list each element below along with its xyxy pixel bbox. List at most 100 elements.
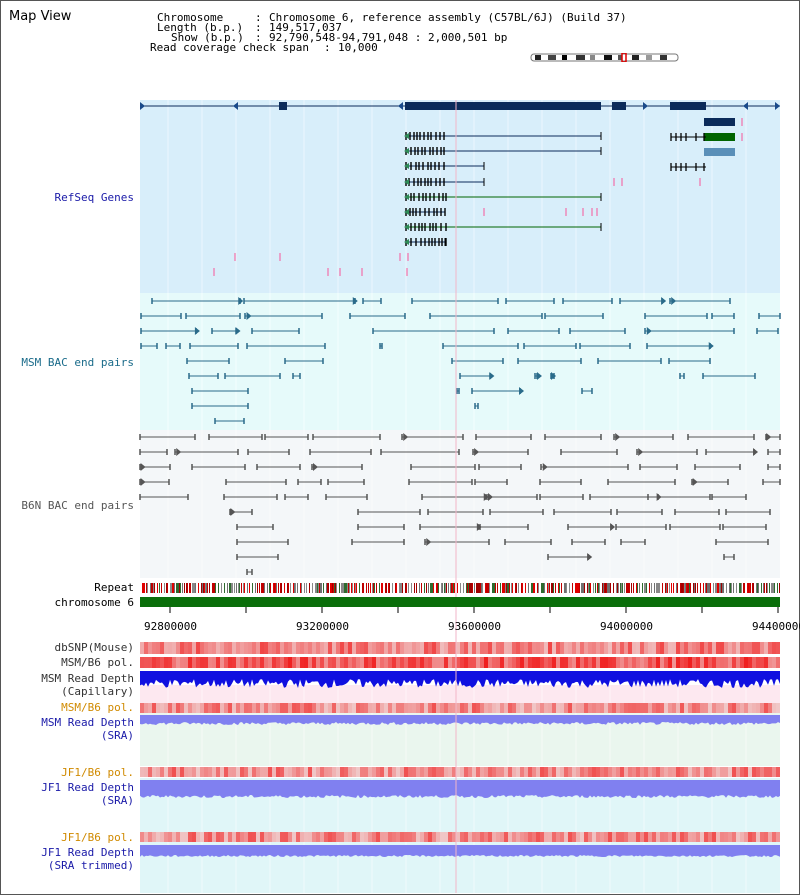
jf1-depth-sra-label: JF1 Read Depth: [41, 781, 134, 794]
repeat-element: [769, 583, 770, 593]
msm-b6-pol-2-cell: [768, 703, 772, 713]
repeat-element: [469, 583, 472, 593]
msm-b6-pol-cell: [336, 657, 340, 668]
jf1-b6-pol-cell: [764, 767, 768, 777]
msm-b6-pol-cell: [252, 657, 256, 668]
jf1-b6-pol-cell: [636, 767, 640, 777]
repeat-element: [319, 583, 320, 593]
repeat-element: [752, 583, 753, 593]
repeat-element: [395, 583, 396, 593]
repeat-element: [593, 583, 594, 593]
jf1-b6-pol-2-cell: [432, 832, 436, 842]
jf1-b6-pol-2-cell: [156, 832, 160, 842]
repeat-element: [198, 583, 199, 593]
msm-b6-pol-cell: [152, 657, 156, 668]
dbsnp-cell: [412, 642, 416, 654]
jf1-b6-pol-cell: [380, 767, 384, 777]
dbsnp-cell: [220, 642, 224, 654]
msm-b6-pol-cell: [624, 657, 628, 668]
repeat-element: [507, 583, 510, 593]
dbsnp-cell: [672, 642, 676, 654]
dbsnp-cell: [716, 642, 720, 654]
msm-depth-sra-label: MSM Read Depth: [41, 716, 134, 729]
repeat-element: [767, 583, 768, 593]
jf1-b6-pol-2-cell: [408, 832, 412, 842]
jf1-b6-pol-cell: [704, 767, 708, 777]
msm-b6-pol-cell: [380, 657, 384, 668]
repeat-element: [626, 583, 627, 593]
repeat-element: [676, 583, 677, 593]
repeat-element: [241, 583, 242, 593]
msm-b6-pol-2-cell: [676, 703, 680, 713]
dbsnp-cell: [724, 642, 728, 654]
repeat-element: [328, 583, 329, 593]
msm-b6-pol-cell: [548, 657, 552, 668]
msm-b6-pol-cell: [264, 657, 268, 668]
msm-b6-pol-2-cell: [524, 703, 528, 713]
repeat-element: [659, 583, 660, 593]
repeat-element: [667, 583, 668, 593]
dbsnp-cell: [608, 642, 612, 654]
transcript-arrow: [404, 239, 409, 245]
repeat-element: [379, 583, 380, 593]
jf1-b6-pol-cell: [488, 767, 492, 777]
jf1-b6-pol-cell: [408, 767, 412, 777]
jf1-b6-pol-2-cell: [388, 832, 392, 842]
repeat-element: [654, 583, 655, 593]
jf1-b6-pol-2-cell: [596, 832, 600, 842]
msm-b6-pol-cell: [516, 657, 520, 668]
repeat-element: [333, 583, 334, 593]
msm-b6-pol-cell: [736, 657, 740, 668]
repeat-element: [411, 583, 412, 593]
chromosome-ideogram[interactable]: [530, 53, 680, 62]
msm-b6-pol-cell: [480, 657, 484, 668]
msm-b6-pol-cell: [524, 657, 528, 668]
show-value: 92,790,548-94,791,048 : 2,000,501 bp: [269, 31, 508, 44]
msm-b6-pol-cell: [416, 657, 420, 668]
repeat-element: [213, 583, 214, 593]
repeat-element: [451, 583, 452, 593]
repeat-element: [351, 583, 352, 593]
repeat-element: [239, 583, 240, 593]
jf1-b6-pol-cell: [440, 767, 444, 777]
dbsnp-cell: [388, 642, 392, 654]
repeat-element: [719, 583, 720, 593]
repeat-element: [637, 583, 638, 593]
jf1-b6-pol-2-cell: [200, 832, 204, 842]
msm-b6-pol-cell: [748, 657, 752, 668]
msm-b6-pol-cell: [420, 657, 424, 668]
repeat-element: [396, 583, 397, 593]
dbsnp-cell: [416, 642, 420, 654]
jf1-b6-pol-cell: [288, 767, 292, 777]
msm-b6-pol-2-cell: [280, 703, 284, 713]
msm-b6-pol-cell: [456, 657, 460, 668]
jf1-b6-pol-cell: [244, 767, 248, 777]
msm-b6-pol-2-cell: [208, 703, 212, 713]
repeat-element: [602, 583, 603, 593]
jf1-b6-pol-2-cell: [376, 832, 380, 842]
jf1-b6-pol-cell: [484, 767, 488, 777]
dbsnp-cell: [764, 642, 768, 654]
jf1-b6-pol-2-cell: [680, 832, 684, 842]
dbsnp-cell: [644, 642, 648, 654]
jf1-b6-pol-2-cell: [604, 832, 608, 842]
msm-b6-pol-2-cell: [664, 703, 668, 713]
msm-b6-pol-cell: [208, 657, 212, 668]
msm-b6-pol-cell: [444, 657, 448, 668]
b6n-bac-arrow: [140, 478, 146, 486]
refseq-genes-label: RefSeq Genes: [55, 191, 134, 204]
msm-b6-pol-cell: [660, 657, 664, 668]
msm-b6-pol-2-cell: [572, 703, 576, 713]
jf1-b6-pol-cell: [144, 767, 148, 777]
jf1-b6-pol-2-cell: [420, 832, 424, 842]
jf1-b6-pol-2-cell: [776, 832, 780, 842]
msm-b6-pol-cell: [556, 657, 560, 668]
repeat-element: [294, 583, 295, 593]
msm-b6-pol-2-cell: [628, 703, 632, 713]
dbsnp-cell: [452, 642, 456, 654]
msm-b6-pol-2-cell: [220, 703, 224, 713]
jf1-b6-pol-cell: [324, 767, 328, 777]
msm-b6-pol-2-cell: [368, 703, 372, 713]
msm-b6-pol-2-cell: [144, 703, 148, 713]
